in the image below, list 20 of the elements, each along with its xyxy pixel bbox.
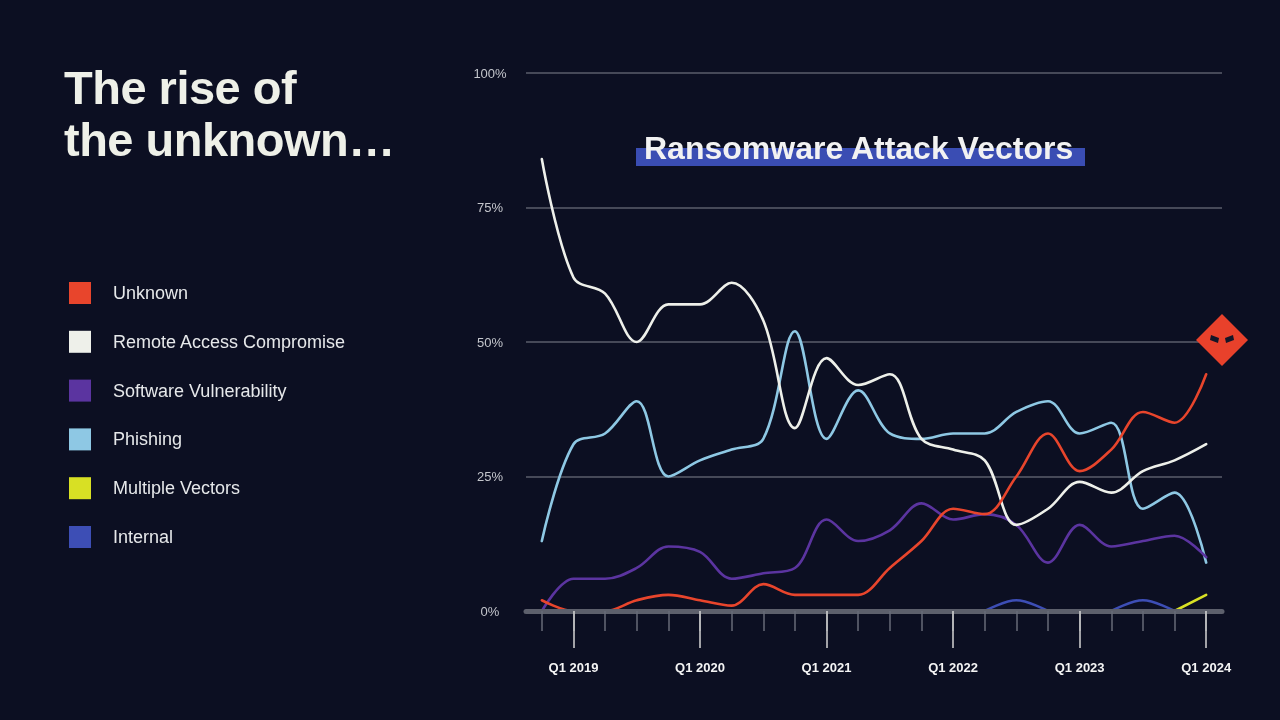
y-tick-label: 100% xyxy=(473,65,508,81)
x-tick-label: Q1 2021 xyxy=(801,660,852,675)
x-tick-label: Q1 2019 xyxy=(548,660,599,675)
legend-label: Remote Access Compromise xyxy=(113,331,346,352)
line-series xyxy=(540,157,1208,527)
x-tick-label: Q1 2022 xyxy=(928,660,979,675)
legend-label: Software Vulnerability xyxy=(113,380,287,401)
legend-label: Internal xyxy=(113,527,174,547)
y-tick-label: 0% xyxy=(480,603,500,619)
legend-label: Multiple Vectors xyxy=(113,478,241,499)
y-tick-label: 75% xyxy=(476,200,504,215)
x-tick-label: Q1 2020 xyxy=(675,660,725,675)
legend-label: Phishing xyxy=(113,429,183,450)
x-tick-label: Q1 2024 xyxy=(1181,660,1232,675)
x-tick-label: Q1 2023 xyxy=(1054,660,1105,675)
legend-label: Unknown xyxy=(113,283,189,303)
y-tick-label: 25% xyxy=(476,469,504,484)
chart-title: The rise of the unknown… xyxy=(64,61,395,166)
line-series xyxy=(540,329,1208,564)
y-tick-label: 50% xyxy=(476,334,504,350)
